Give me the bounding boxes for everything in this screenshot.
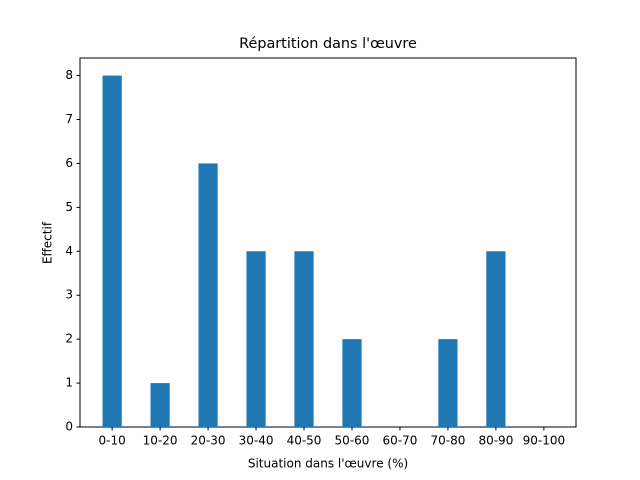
y-axis-label: Effectif <box>41 221 55 264</box>
bar <box>438 339 458 427</box>
x-tick-label: 50-60 <box>335 434 370 448</box>
bar <box>486 251 506 427</box>
bar <box>198 163 218 427</box>
x-tick-label: 0-10 <box>99 434 126 448</box>
y-tick-label: 6 <box>65 156 73 170</box>
x-tick-label: 30-40 <box>239 434 274 448</box>
y-tick-label: 4 <box>65 244 73 258</box>
x-tick-label: 80-90 <box>478 434 513 448</box>
y-tick-label: 2 <box>65 332 73 346</box>
plot-frame <box>79 57 577 428</box>
bar <box>102 75 122 428</box>
chart-title: Répartition dans l'œuvre <box>239 36 417 52</box>
x-tick-label: 70-80 <box>430 434 465 448</box>
bar <box>246 251 266 427</box>
bar <box>342 339 362 427</box>
y-tick-label: 7 <box>65 112 73 126</box>
x-tick-label: 60-70 <box>383 434 418 448</box>
y-tick-label: 3 <box>65 288 73 302</box>
x-axis-label: Situation dans l'œuvre (%) <box>248 457 408 471</box>
y-tick-label: 8 <box>65 68 73 82</box>
x-tick-label: 40-50 <box>287 434 322 448</box>
bar <box>150 383 170 427</box>
y-tick-label: 0 <box>65 420 73 434</box>
bar <box>294 251 314 427</box>
y-tick-label: 1 <box>65 376 73 390</box>
x-tick-label: 20-30 <box>191 434 226 448</box>
x-tick-label: 90-100 <box>523 434 566 448</box>
x-tick-label: 10-20 <box>143 434 178 448</box>
y-tick-label: 5 <box>65 200 73 214</box>
